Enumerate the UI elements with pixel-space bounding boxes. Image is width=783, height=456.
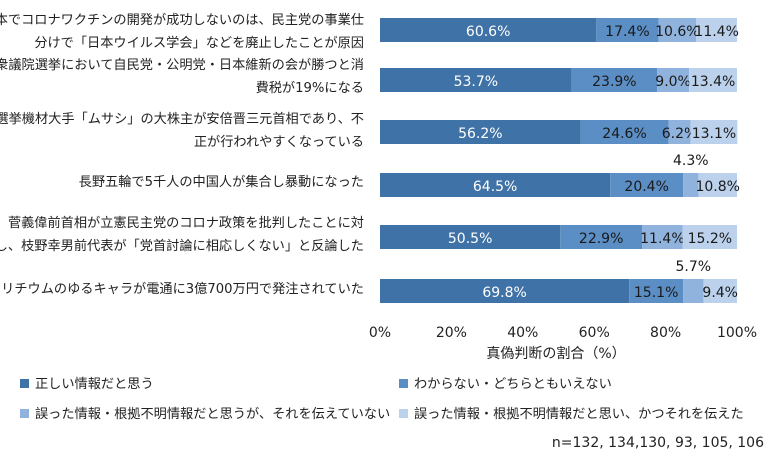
bar-segment — [380, 18, 597, 42]
data-label: 11.4% — [694, 24, 738, 40]
data-label: 10.6% — [655, 24, 699, 40]
legend-swatch — [20, 409, 29, 418]
data-label: 15.1% — [634, 285, 678, 301]
category-label: 分けで「日本ウイルス学会」などを廃止したことが原因 — [34, 34, 364, 51]
data-label: 9.4% — [702, 285, 738, 301]
data-label: 15.2% — [688, 231, 732, 247]
bar-segment — [703, 279, 737, 303]
data-label: 60.6% — [466, 24, 510, 40]
data-label: 50.5% — [448, 231, 492, 247]
bar-segment — [610, 173, 684, 197]
data-label: 6.2% — [662, 126, 698, 142]
data-label: 17.4% — [605, 24, 649, 40]
legend-label: 誤った情報・根拠不明情報だと思い、かつそれを伝えた — [414, 406, 744, 422]
bar-segment — [629, 279, 684, 303]
x-axis: 0% 20% 40% 60% 80% 100% — [369, 325, 757, 341]
x-tick-label: 40% — [507, 325, 538, 341]
sample-size-note: n=132, 134,130, 93, 105, 106 — [552, 435, 764, 451]
data-label: 20.4% — [624, 179, 668, 195]
data-label: 11.4% — [640, 231, 684, 247]
bar-segment — [690, 120, 738, 144]
data-label: 64.5% — [473, 179, 517, 195]
category-label: 正が行われやすくなっている — [194, 134, 364, 150]
legend: 正しい情報だと思う わからない・どちらともいえない誤った情報・根拠不明情報だと思う… — [20, 376, 744, 422]
legend-swatch — [399, 409, 408, 418]
data-label: 22.9% — [579, 231, 623, 247]
bar-segment — [657, 68, 690, 92]
legend-label: 誤った情報・根拠不明情報だと思うが、それを伝えていない — [35, 406, 390, 422]
data-label: 5.7% — [675, 259, 711, 275]
x-tick-label: 20% — [436, 325, 467, 341]
bar-segment — [380, 173, 611, 197]
data-label: 56.2% — [458, 126, 502, 142]
bar-segment — [689, 68, 737, 92]
bar-segment — [683, 173, 699, 197]
category-label: 日本でコロナワクチンの開発が成功しないのは、民主党の事業仕 — [0, 12, 364, 28]
legend-label: わからない・どちらともいえない — [414, 376, 612, 392]
category-label: 衆議院選挙において自民党・公明党・日本維新の会が勝つと消 — [0, 57, 364, 73]
data-label: 69.8% — [482, 285, 526, 301]
data-label: 4.3% — [673, 153, 709, 169]
bar-segment — [596, 18, 659, 42]
category-labels: 日本でコロナワクチンの開発が成功しないのは、民主党の事業仕分けで「日本ウイルス学… — [0, 12, 364, 297]
data-label: 9.0% — [655, 74, 691, 90]
x-tick-label: 0% — [369, 325, 391, 341]
data-label: 23.9% — [592, 74, 636, 90]
category-label: し、枝野幸男前代表が「党首討論に相応しくない」と反論した — [0, 237, 364, 254]
bar-segment — [580, 120, 669, 144]
x-tick-label: 100% — [717, 325, 757, 341]
x-tick-label: 80% — [650, 325, 681, 341]
category-label: 費税が19%になる — [256, 80, 364, 96]
bar-segment — [380, 120, 581, 144]
category-label: 長野五輪で5千人の中国人が集合し暴動になった — [79, 173, 364, 190]
legend-swatch — [20, 379, 29, 388]
data-label: 10.8% — [695, 179, 739, 195]
category-label: 選挙機材大手「ムサシ」の大株主が安倍晋三元首相であり、不 — [0, 111, 364, 127]
bar-segment — [668, 120, 691, 144]
bar-segment — [642, 225, 683, 249]
data-label: 53.7% — [454, 74, 498, 90]
bar-segment — [380, 225, 561, 249]
legend-label: 正しい情報だと思う — [35, 376, 154, 392]
bar-segment — [682, 225, 737, 249]
category-label: トリチウムのゆるキャラが電通に3億700万円で発注されていた — [0, 281, 364, 297]
bar-segment — [658, 18, 697, 42]
x-axis-label: 真偽判断の割合（%） — [486, 345, 625, 362]
bars-layer: 60.6% 17.4% 10.6%11.4%53.7% 23.9% 9.0% 13.4%5… — [380, 18, 740, 303]
bar-segment — [571, 68, 658, 92]
data-label: 24.6% — [602, 126, 646, 142]
data-label: 13.4% — [691, 74, 735, 90]
bar-segment — [683, 279, 704, 303]
bar-segment — [380, 68, 572, 92]
bar-segment — [696, 18, 737, 42]
bar-segment — [380, 279, 630, 303]
x-tick-label: 60% — [579, 325, 610, 341]
category-label: 菅義偉前首相が立憲民主党のコロナ政策を批判したことに対 — [8, 214, 364, 231]
bar-segment — [698, 173, 737, 197]
legend-swatch — [399, 379, 408, 388]
data-label: 13.1% — [692, 126, 736, 142]
bar-segment — [560, 225, 643, 249]
